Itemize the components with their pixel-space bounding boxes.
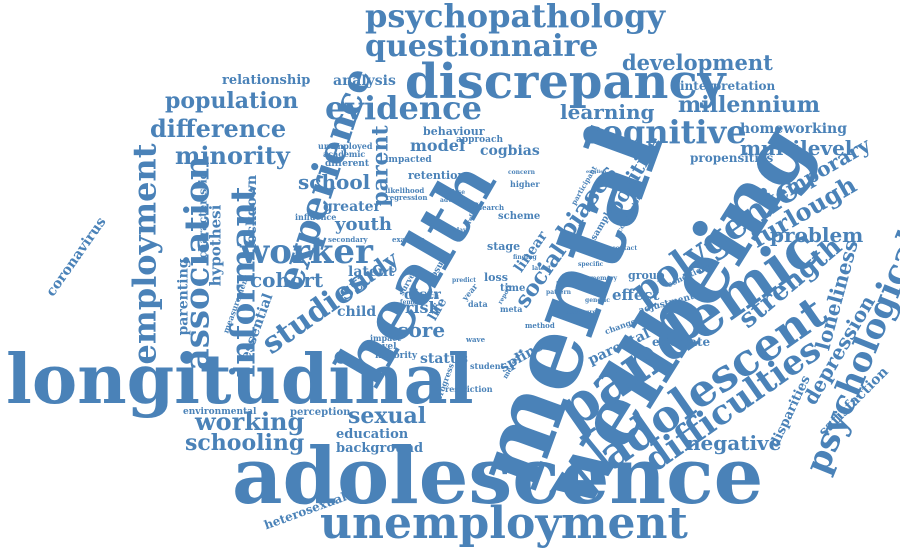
word: multilevel: [740, 136, 853, 160]
word: coronavirus: [43, 214, 110, 300]
word: impact: [370, 333, 401, 343]
word: secondary: [328, 235, 368, 244]
word: questionnaire: [365, 29, 599, 64]
word: influence: [295, 212, 337, 222]
word: parenting: [175, 258, 192, 336]
word: meta: [500, 304, 523, 314]
word: evidence: [325, 89, 482, 127]
word: propensities: [690, 151, 774, 165]
word: group: [628, 269, 665, 282]
word: weekday: [438, 227, 467, 234]
word: behaviour: [423, 125, 485, 138]
word: homeworking: [740, 121, 847, 137]
word: environmental: [183, 407, 257, 417]
word: employment: [125, 143, 164, 365]
word: analyse: [440, 189, 466, 196]
word: lockdown: [244, 174, 261, 250]
word: working: [195, 407, 305, 436]
word: data: [468, 299, 488, 309]
word: cognitive: [582, 113, 747, 151]
word: exposure: [566, 309, 597, 316]
word: impacted: [385, 155, 432, 165]
word: cohort: [250, 268, 324, 292]
word: hypothesi: [206, 204, 225, 287]
word: contact: [612, 245, 638, 252]
word: distr: [404, 287, 441, 303]
word: regression: [386, 193, 428, 202]
word: latest: [532, 265, 551, 272]
word: education: [336, 427, 409, 442]
word: worker: [240, 232, 373, 272]
word: student: [470, 361, 505, 371]
word: level: [373, 342, 397, 352]
word: unemployment: [320, 498, 688, 549]
word: status: [420, 351, 468, 367]
word: higher: [510, 179, 540, 189]
word: effect: [612, 286, 660, 304]
word: youth: [335, 214, 392, 235]
word: predict: [452, 277, 477, 284]
word: cogbias: [480, 143, 540, 159]
word: approach: [456, 135, 504, 145]
word: latent: [348, 264, 395, 280]
word: restriction: [445, 384, 493, 394]
word: greater: [323, 199, 381, 215]
word: retention: [408, 169, 466, 182]
word: adolescence: [232, 431, 764, 522]
word: academic: [323, 149, 366, 159]
word: longitudinal: [6, 340, 474, 420]
word: specific: [578, 261, 604, 268]
word: time: [500, 283, 526, 294]
word: genetic: [585, 297, 610, 304]
word: unemployed: [318, 141, 373, 151]
word: analysis: [333, 73, 396, 89]
word: loss: [484, 271, 508, 284]
word: concern: [508, 169, 536, 176]
word: sexual: [348, 403, 427, 429]
word: development: [622, 50, 773, 75]
word: identity: [556, 281, 582, 288]
word: method: [525, 321, 555, 330]
word: estimate: [652, 335, 711, 349]
word: model: [410, 136, 466, 155]
word: scheme: [498, 211, 541, 222]
word: background: [336, 441, 424, 456]
word: millennium: [678, 92, 820, 118]
word: child: [337, 304, 377, 320]
word: research: [470, 203, 505, 212]
word: different: [325, 159, 369, 169]
word: discrepancy: [405, 54, 726, 110]
word: interpretation: [680, 79, 776, 93]
word: adverse: [440, 197, 466, 204]
word: examine: [392, 235, 425, 244]
word: finding: [513, 254, 537, 261]
word: characteristic: [196, 172, 210, 259]
word: wave: [466, 335, 486, 344]
word: female: [400, 299, 423, 306]
word: stage: [487, 240, 521, 253]
word: likelihood: [385, 186, 425, 195]
word: population: [165, 88, 299, 114]
word: minority: [175, 141, 290, 170]
word: relationship: [222, 73, 311, 88]
word: psychopathology: [365, 0, 666, 35]
word: school: [298, 170, 371, 194]
word: risk: [405, 298, 440, 317]
word: perception: [290, 407, 351, 418]
word: majority: [375, 351, 418, 361]
word: score: [385, 318, 446, 342]
word: english: [586, 169, 607, 175]
word: negative: [686, 431, 782, 455]
word: problem: [770, 223, 864, 247]
word: march: [414, 291, 439, 300]
word: memory: [590, 275, 618, 282]
word: learning: [560, 100, 655, 124]
word: pattern: [546, 289, 571, 296]
word: difference: [150, 114, 287, 143]
word: schooling: [185, 430, 305, 456]
